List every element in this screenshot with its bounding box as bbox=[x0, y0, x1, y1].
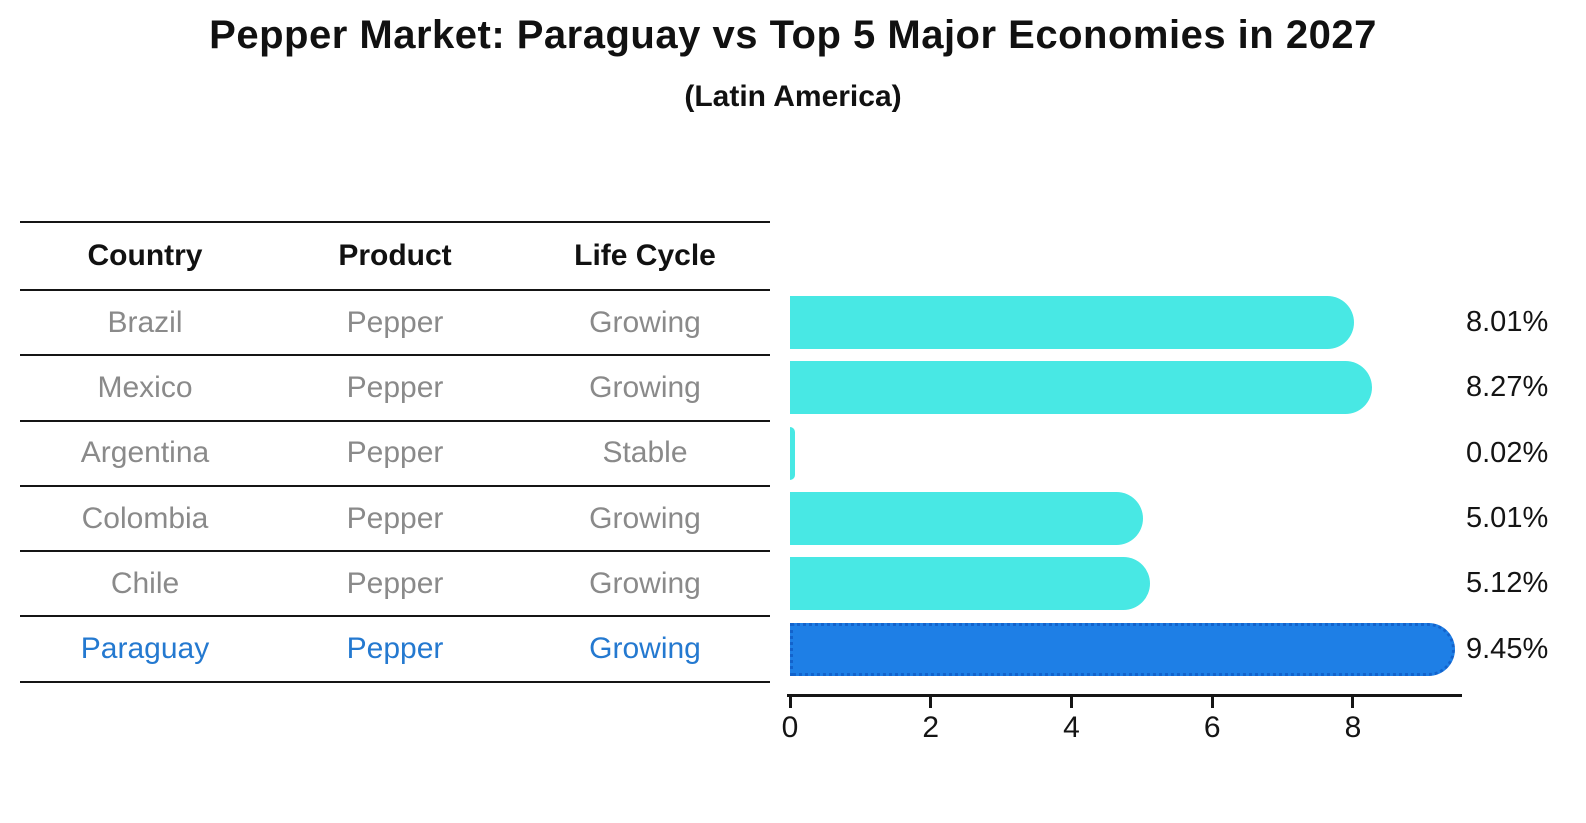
product-cell: Pepper bbox=[346, 436, 444, 470]
tick-mark bbox=[1210, 697, 1214, 708]
chart-title: Pepper Market: Paraguay vs Top 5 Major E… bbox=[209, 13, 1377, 57]
bar-row bbox=[790, 355, 1462, 420]
tick-label: 0 bbox=[781, 711, 799, 744]
product-cell: Pepper bbox=[346, 501, 444, 535]
bar-colombia bbox=[790, 491, 1143, 545]
product-cell: Pepper bbox=[346, 632, 444, 666]
table-row-mexico: Mexico Pepper Growing bbox=[20, 356, 770, 422]
country-cell: Mexico bbox=[97, 370, 193, 404]
country-cell: Brazil bbox=[107, 305, 183, 339]
x-axis-line bbox=[787, 694, 1462, 697]
x-axis: 0 2 4 6 8 bbox=[782, 694, 1462, 754]
life-cycle-cell: Stable bbox=[602, 436, 688, 470]
product-cell: Pepper bbox=[346, 370, 444, 404]
bar-paraguay bbox=[790, 622, 1455, 676]
tick-label: 4 bbox=[1063, 711, 1080, 744]
bar-plot-area bbox=[790, 290, 1462, 682]
value-label-column: 8.01% 8.27% 0.02% 5.01% 5.12% 9.45% bbox=[1466, 290, 1584, 682]
value-label-brazil: 8.01% bbox=[1466, 306, 1549, 339]
column-header-product: Product bbox=[338, 239, 452, 272]
tick-label: 8 bbox=[1344, 711, 1362, 744]
table-row-chile: Chile Pepper Growing bbox=[20, 552, 770, 618]
bar-mexico bbox=[790, 361, 1372, 415]
tick-label: 6 bbox=[1203, 711, 1221, 744]
column-header-life-cycle: Life Cycle bbox=[574, 239, 716, 272]
value-label-colombia: 5.01% bbox=[1466, 502, 1549, 535]
country-cell: Argentina bbox=[80, 436, 210, 470]
tick-label: 2 bbox=[922, 711, 940, 744]
bar-brazil bbox=[790, 296, 1354, 349]
value-label-mexico: 8.27% bbox=[1466, 371, 1549, 404]
bar-row bbox=[790, 290, 1462, 355]
bar-argentina bbox=[790, 426, 795, 480]
life-cycle-cell: Growing bbox=[589, 566, 701, 600]
table-row-brazil: Brazil Pepper Growing bbox=[20, 291, 770, 357]
country-cell: Colombia bbox=[81, 501, 209, 535]
value-label-chile: 5.12% bbox=[1466, 567, 1549, 600]
life-cycle-cell: Growing bbox=[589, 501, 701, 535]
table-header-row: Country Product Life Cycle bbox=[20, 223, 770, 291]
tick-mark bbox=[1351, 697, 1355, 708]
bar-row bbox=[790, 421, 1462, 486]
bar-row bbox=[790, 486, 1462, 551]
product-cell: Pepper bbox=[346, 305, 444, 339]
country-cell: Paraguay bbox=[80, 632, 210, 666]
country-cell: Chile bbox=[110, 566, 180, 600]
tick-mark bbox=[1069, 697, 1073, 708]
country-table: Country Product Life Cycle Brazil Pepper… bbox=[20, 221, 770, 683]
bar-chile bbox=[790, 557, 1151, 611]
table-row-paraguay: Paraguay Pepper Growing bbox=[20, 617, 770, 683]
column-header-country: Country bbox=[87, 239, 203, 272]
value-label-argentina: 0.02% bbox=[1466, 436, 1549, 469]
tick-mark bbox=[929, 697, 933, 708]
bar-row bbox=[790, 551, 1462, 616]
chart-subtitle: (Latin America) bbox=[684, 80, 902, 113]
bar-row bbox=[790, 617, 1462, 682]
life-cycle-cell: Growing bbox=[589, 305, 701, 339]
life-cycle-cell: Growing bbox=[589, 370, 701, 404]
table-row-colombia: Colombia Pepper Growing bbox=[20, 487, 770, 553]
tick-mark bbox=[788, 697, 792, 708]
value-label-paraguay: 9.45% bbox=[1466, 632, 1549, 665]
table-row-argentina: Argentina Pepper Stable bbox=[20, 422, 770, 487]
product-cell: Pepper bbox=[346, 566, 444, 600]
life-cycle-cell: Growing bbox=[589, 632, 701, 666]
